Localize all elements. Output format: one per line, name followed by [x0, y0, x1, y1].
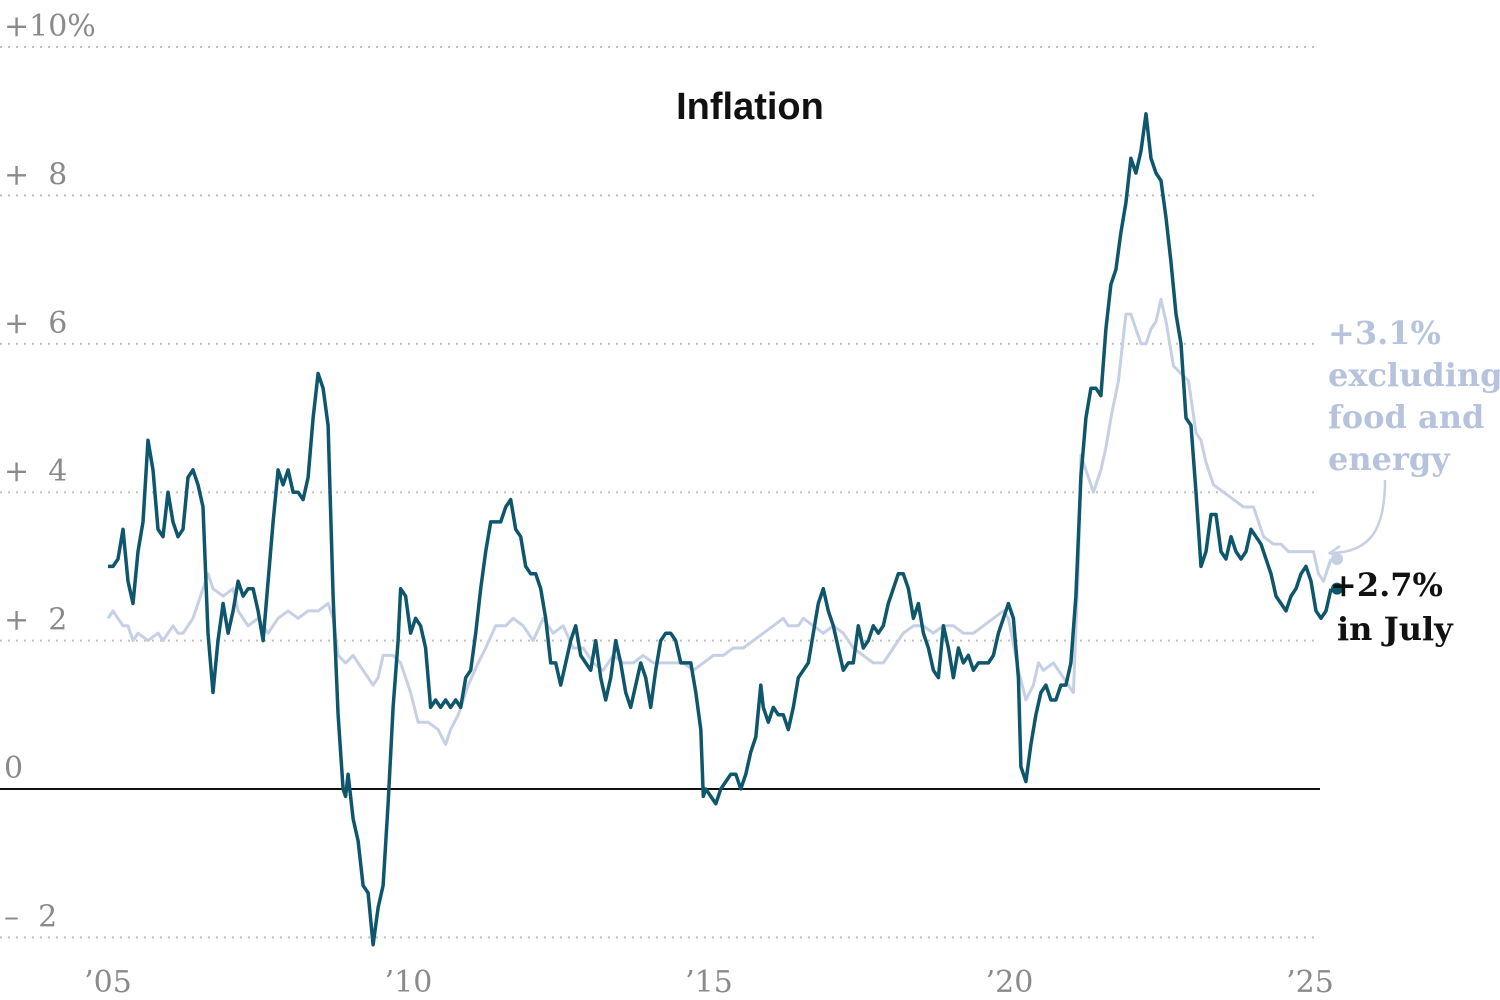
- y-tick-label: – 2: [4, 899, 57, 934]
- x-tick-label: ’25: [1286, 965, 1334, 1000]
- x-tick-label: ’15: [685, 965, 733, 1000]
- y-tick-label: 0: [4, 751, 23, 786]
- y-tick-label: + 6: [4, 306, 67, 341]
- core-annotation-line: +3.1%: [1328, 314, 1441, 352]
- core-series-line: [106, 297, 1333, 746]
- chart-title: Inflation: [676, 86, 824, 128]
- core-annotation-line: energy: [1328, 440, 1451, 478]
- series-lines: [106, 112, 1344, 947]
- y-axis-ticks: – 2 0 + 2 + 4 + 6 + 8 +10%: [4, 9, 96, 934]
- y-tick-label: + 4: [4, 454, 67, 489]
- core-annotation-line: excluding: [1328, 356, 1500, 394]
- gridlines: [0, 46, 1320, 939]
- x-tick-label: ’10: [385, 965, 433, 1000]
- y-tick-label: + 8: [4, 157, 67, 192]
- headline-annotation-label: in July: [1337, 610, 1454, 648]
- x-axis-ticks: ’05 ’10 ’15 ’20 ’25: [84, 965, 1334, 1000]
- x-tick-label: ’20: [986, 965, 1034, 1000]
- x-tick-label: ’05: [84, 965, 132, 1000]
- core-annotation-line: food and: [1328, 398, 1484, 436]
- headline-annotation-value: +2.7%: [1330, 566, 1443, 604]
- arrow-head-icon: [1327, 544, 1342, 560]
- headline-series-line: [108, 112, 1333, 947]
- y-tick-label: + 2: [4, 603, 67, 638]
- headline-endpoint-dot: [1331, 582, 1344, 595]
- core-annotation-arrow: [1331, 479, 1387, 555]
- y-tick-label: +10%: [4, 9, 96, 44]
- annotations: +3.1% excluding food and energy +2.7% in July: [1327, 314, 1500, 648]
